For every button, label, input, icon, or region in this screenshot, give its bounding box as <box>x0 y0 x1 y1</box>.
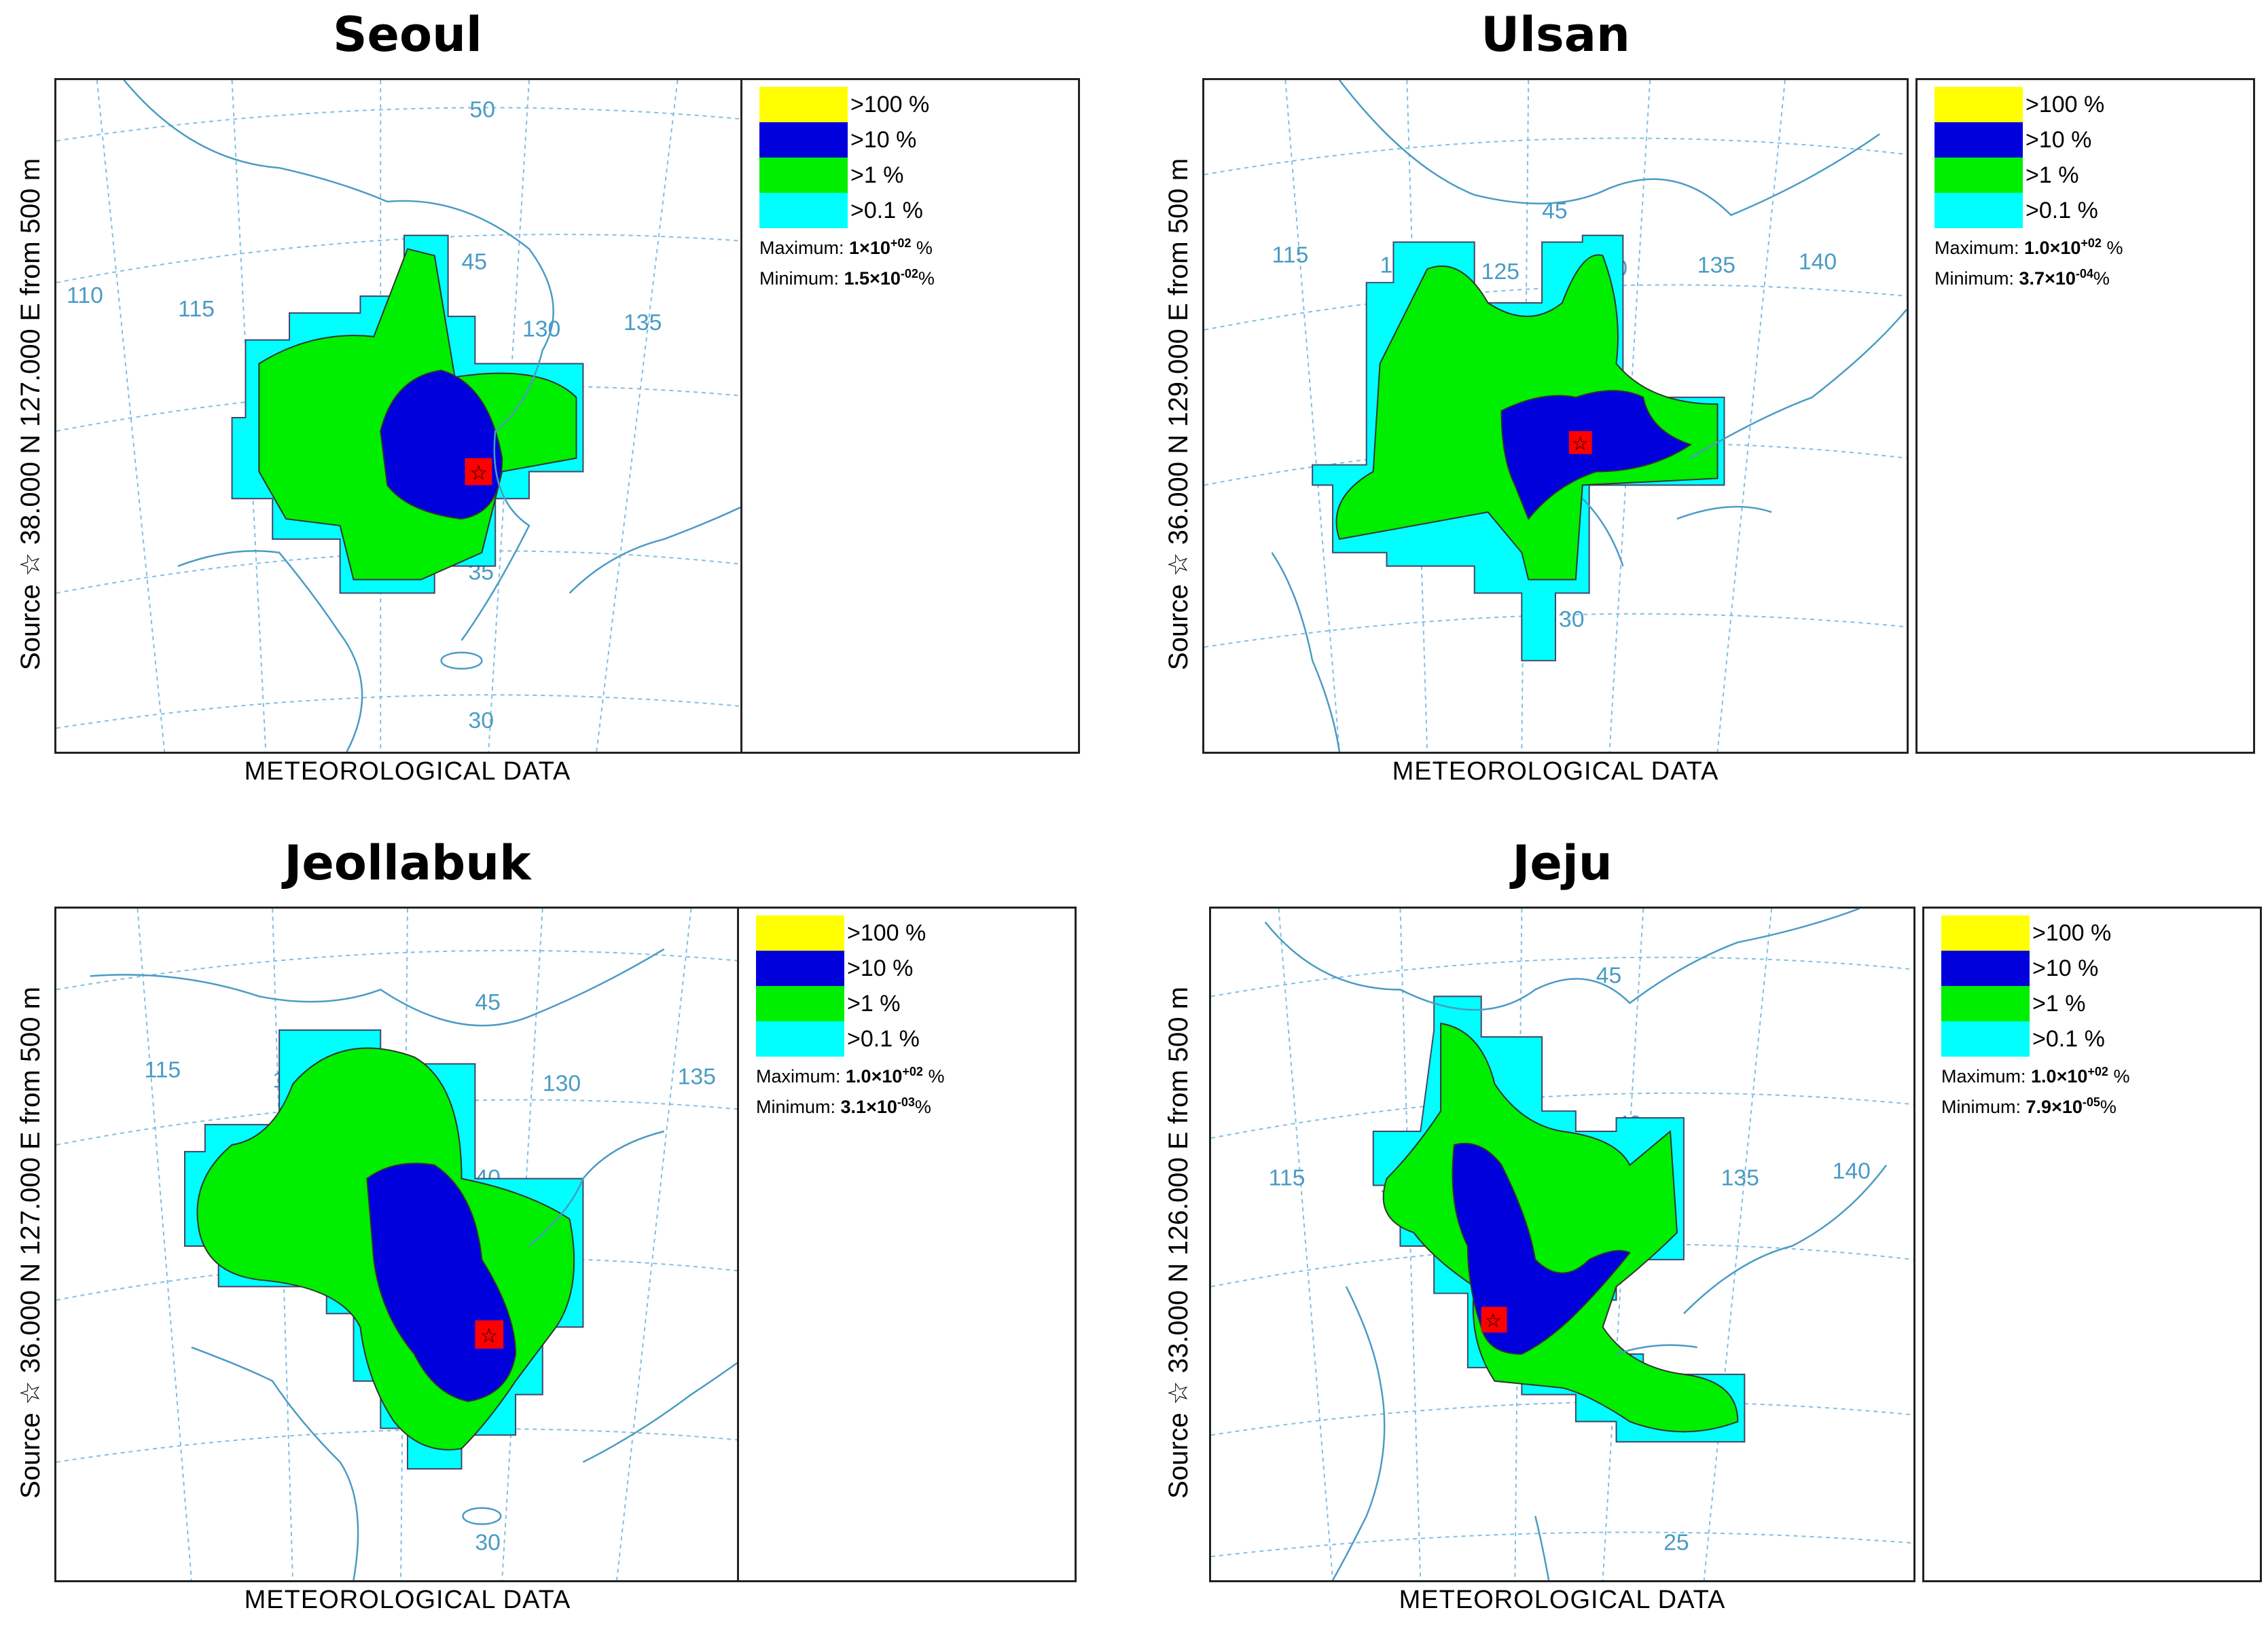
legend-item: >0.1 % <box>1934 193 2098 228</box>
grid-label: 45 <box>475 989 501 1015</box>
grid-label: 45 <box>1596 962 1622 988</box>
source-marker <box>465 458 492 486</box>
map-svg: 45 115 120 125 130 135 140 40 30 ☆ <box>1204 80 1907 752</box>
grid-label: 115 <box>1272 242 1309 268</box>
y-axis-label: Source ☆ 33.000 N 126.000 E from 500 m <box>1164 986 1193 1499</box>
panel-ulsan: Ulsan Source ☆ 36.000 N 129.000 E from 5… <box>1155 7 2255 808</box>
grid-label: 115 <box>1269 1165 1306 1191</box>
grid-label: 110 <box>67 282 103 308</box>
map-area[interactable]: 45 115 120 125 130 135 140 40 30 ☆ <box>1202 78 1909 754</box>
y-axis-label: Source ☆ 36.000 N 129.000 E from 500 m <box>1164 158 1193 671</box>
coastline <box>123 80 759 752</box>
grid-label: 135 <box>1721 1165 1759 1191</box>
plume: ☆ <box>231 234 584 594</box>
source-marker <box>1568 431 1592 454</box>
legend-item: >100 % <box>759 87 929 122</box>
map-svg: 45 115 120 125 130 135 40 35 30 ☆ <box>56 909 759 1580</box>
plume: ☆ <box>1312 234 1725 661</box>
legend-item: >100 % <box>1934 87 2104 122</box>
grid-label: 45 <box>462 249 488 274</box>
panel-title: Ulsan <box>1481 7 1630 62</box>
graticule: 50 45 110 115 120 125 130 135 35 30 <box>56 80 759 752</box>
star-icon: ☆ <box>480 1325 498 1347</box>
legend-item: >10 % <box>759 122 916 158</box>
source-marker <box>475 1320 504 1349</box>
legend-box: >100 % >10 % >1 % >0.1 % Maximum: 1.0×10… <box>1922 907 2262 1582</box>
plume: ☆ <box>1372 996 1746 1443</box>
minimum-stat: Minimum: 1.5×10-02% <box>759 267 935 289</box>
map-svg: 50 45 110 115 120 125 130 135 35 30 ☆ <box>56 80 759 752</box>
panel-jeollabuk: Jeollabuk Source ☆ 36.000 N 127.000 E fr… <box>7 835 1107 1637</box>
legend-item: >1 % <box>1934 158 2078 193</box>
panel-title: Jeollabuk <box>284 835 531 891</box>
grid-label: 30 <box>468 708 494 733</box>
grid-label: 30 <box>1559 606 1585 632</box>
coastline <box>1264 909 1888 1580</box>
map-area[interactable]: 45 115 120 125 130 135 40 35 30 ☆ <box>54 907 761 1582</box>
plume: ☆ <box>183 1029 584 1470</box>
maximum-stat: Maximum: 1.0×10+02 % <box>756 1065 945 1087</box>
grid-label: 140 <box>1799 249 1837 274</box>
grid-label: 140 <box>1833 1158 1871 1184</box>
map-area[interactable]: 50 45 110 115 120 125 130 135 35 30 ☆ <box>54 78 761 754</box>
grid-label: 135 <box>624 310 662 335</box>
legend-item: >0.1 % <box>759 193 923 228</box>
grid-label: 130 <box>543 1070 581 1096</box>
star-icon: ☆ <box>1485 1310 1502 1331</box>
legend-item: >10 % <box>756 951 913 986</box>
star-icon: ☆ <box>1572 433 1589 454</box>
legend-box: >100 % >10 % >1 % >0.1 % Maximum: 1.0×10… <box>737 907 1077 1582</box>
grid-label: 115 <box>144 1057 181 1082</box>
grid-label: 25 <box>1663 1529 1689 1555</box>
x-axis-label: METEOROLOGICAL DATA <box>1392 757 1719 786</box>
panel-seoul: Seoul Source ☆ 38.000 N 127.000 E from 5… <box>7 7 1107 808</box>
graticule: 45 115 120 125 130 135 140 40 30 <box>1204 80 1907 752</box>
x-axis-label: METEOROLOGICAL DATA <box>244 757 571 786</box>
map-area[interactable]: 45 115 120 125 130 135 140 40 30 25 ☆ <box>1209 907 1915 1582</box>
y-axis-label: Source ☆ 36.000 N 127.000 E from 500 m <box>16 986 46 1499</box>
grid-label: 135 <box>678 1063 716 1089</box>
minimum-stat: Minimum: 7.9×10-05% <box>1941 1095 2117 1117</box>
map-svg: 45 115 120 125 130 135 140 40 30 25 ☆ <box>1211 909 1913 1580</box>
panel-title: Seoul <box>333 7 482 62</box>
legend-box: >100 % >10 % >1 % >0.1 % Maximum: 1×10+0… <box>740 78 1080 754</box>
legend-item: >1 % <box>756 986 900 1021</box>
coastline <box>90 948 759 1580</box>
maximum-stat: Maximum: 1.0×10+02 % <box>1934 236 2123 258</box>
minimum-stat: Minimum: 3.7×10-04% <box>1934 267 2110 289</box>
coastline <box>1271 80 1907 752</box>
legend-item: >0.1 % <box>1941 1021 2105 1057</box>
grid-label: 30 <box>475 1529 501 1555</box>
maximum-stat: Maximum: 1.0×10+02 % <box>1941 1065 2130 1087</box>
minimum-stat: Minimum: 3.1×10-03% <box>756 1095 931 1117</box>
grid-label: 130 <box>522 316 560 342</box>
legend-item: >100 % <box>1941 915 2111 951</box>
legend-item: >100 % <box>756 915 926 951</box>
legend-item: >1 % <box>759 158 903 193</box>
legend-item: >10 % <box>1934 122 2091 158</box>
star-icon: ☆ <box>469 462 488 484</box>
maximum-stat: Maximum: 1×10+02 % <box>759 236 933 258</box>
legend-item: >1 % <box>1941 986 2085 1021</box>
legend-item: >0.1 % <box>756 1021 920 1057</box>
legend-item: >10 % <box>1941 951 2098 986</box>
panel-title: Jeju <box>1512 835 1613 891</box>
grid-label: 115 <box>178 296 215 322</box>
y-axis-label: Source ☆ 38.000 N 127.000 E from 500 m <box>16 158 46 671</box>
panel-jeju: Jeju Source ☆ 33.000 N 126.000 E from 50… <box>1155 835 2262 1637</box>
source-marker <box>1481 1307 1507 1333</box>
grid-label: 50 <box>469 97 495 123</box>
legend-box: >100 % >10 % >1 % >0.1 % Maximum: 1.0×10… <box>1915 78 2255 754</box>
grid-label: 135 <box>1697 252 1735 278</box>
x-axis-label: METEOROLOGICAL DATA <box>244 1586 571 1614</box>
grid-label: 125 <box>1481 259 1519 285</box>
x-axis-label: METEOROLOGICAL DATA <box>1399 1586 1726 1614</box>
